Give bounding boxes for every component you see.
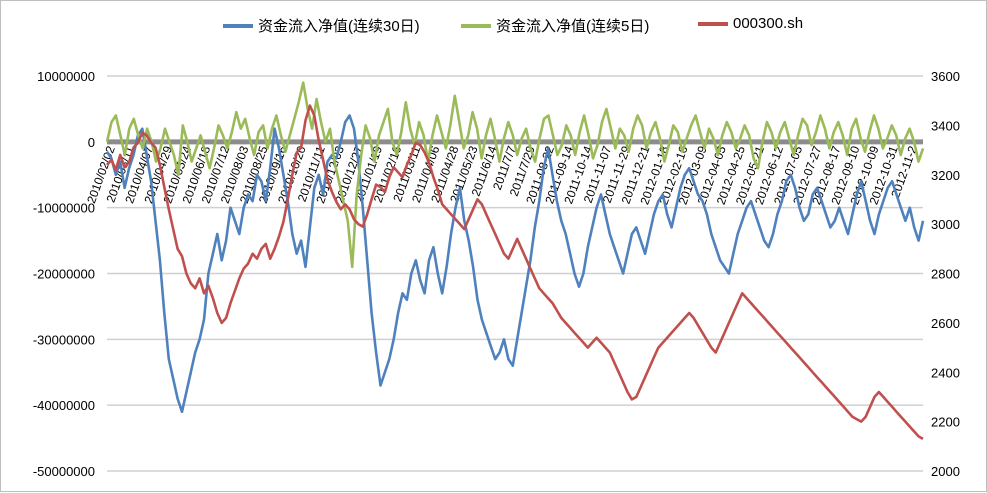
legend-swatch-30day bbox=[223, 23, 253, 28]
y-right-tick-label: 2400 bbox=[931, 365, 960, 380]
legend-label-5day: 资金流入净值(连续5日) bbox=[496, 18, 650, 35]
series-line-0 bbox=[105, 114, 925, 414]
legend-item-30day: 资金流入净值(连续30日) bbox=[223, 15, 420, 36]
y-right-tick-label: 2800 bbox=[931, 267, 960, 282]
y-right-tick-label: 3000 bbox=[931, 217, 960, 232]
y-left-tick-label: 10000000 bbox=[37, 69, 95, 84]
y-right-tick-label: 2000 bbox=[931, 464, 960, 479]
legend-label-30day: 资金流入净值(连续30日) bbox=[258, 18, 420, 35]
y-left-tick-label: -10000000 bbox=[33, 201, 95, 216]
y-left-tick-label: -20000000 bbox=[33, 267, 95, 282]
y-left-tick-label: 0 bbox=[88, 135, 95, 150]
legend-label-index: 000300.sh bbox=[733, 15, 804, 32]
legend: 资金流入净值(连续30日) 资金流入净值(连续5日) 000300.sh bbox=[1, 15, 987, 39]
legend-item-index: 000300.sh bbox=[698, 15, 803, 32]
y-right-tick-label: 3400 bbox=[931, 118, 960, 133]
legend-swatch-5day bbox=[461, 23, 491, 28]
series-line-1 bbox=[105, 81, 925, 269]
y-right-tick-label: 3600 bbox=[931, 69, 960, 84]
legend-item-5day: 资金流入净值(连续5日) bbox=[461, 15, 649, 36]
y-left-tick-label: -50000000 bbox=[33, 464, 95, 479]
y-right-tick-label: 2200 bbox=[931, 415, 960, 430]
y-left-tick-label: -40000000 bbox=[33, 398, 95, 413]
y-left-tick-label: -30000000 bbox=[33, 332, 95, 347]
series-line-2 bbox=[106, 104, 924, 441]
y-right-tick-label: 2600 bbox=[931, 316, 960, 331]
legend-swatch-index bbox=[698, 21, 728, 26]
y-right-tick-label: 3200 bbox=[931, 168, 960, 183]
